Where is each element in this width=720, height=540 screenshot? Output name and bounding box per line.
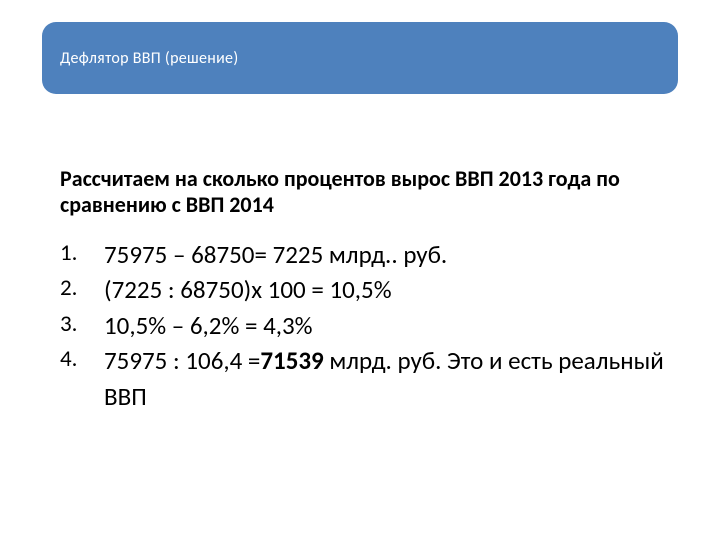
slide-header: Дефлятор ВВП (решение) (42, 22, 678, 94)
list-item: 10,5% – 6,2% = 4,3% (60, 308, 670, 344)
step-bold: 71539 (260, 345, 323, 376)
content-subtitle: Рассчитаем на сколько процентов вырос ВВ… (60, 166, 670, 219)
slide-content: Рассчитаем на сколько процентов вырос ВВ… (60, 166, 670, 414)
list-item: 75975 : 106,4 =71539 млрд. руб. Это и ес… (60, 343, 670, 414)
list-item: (7225 : 68750)х 100 = 10,5% (60, 272, 670, 308)
step-text: (7225 : 68750)х 100 = 10,5% (104, 274, 392, 305)
steps-list: 75975 – 68750= 7225 млрд.. руб. (7225 : … (60, 237, 670, 415)
step-text: 75975 – 68750= 7225 млрд.. руб. (104, 239, 447, 270)
list-item: 75975 – 68750= 7225 млрд.. руб. (60, 237, 670, 273)
step-prefix: 75975 : 106,4 = (104, 345, 260, 376)
slide-title: Дефлятор ВВП (решение) (60, 49, 238, 68)
step-text: 10,5% – 6,2% = 4,3% (104, 310, 313, 341)
